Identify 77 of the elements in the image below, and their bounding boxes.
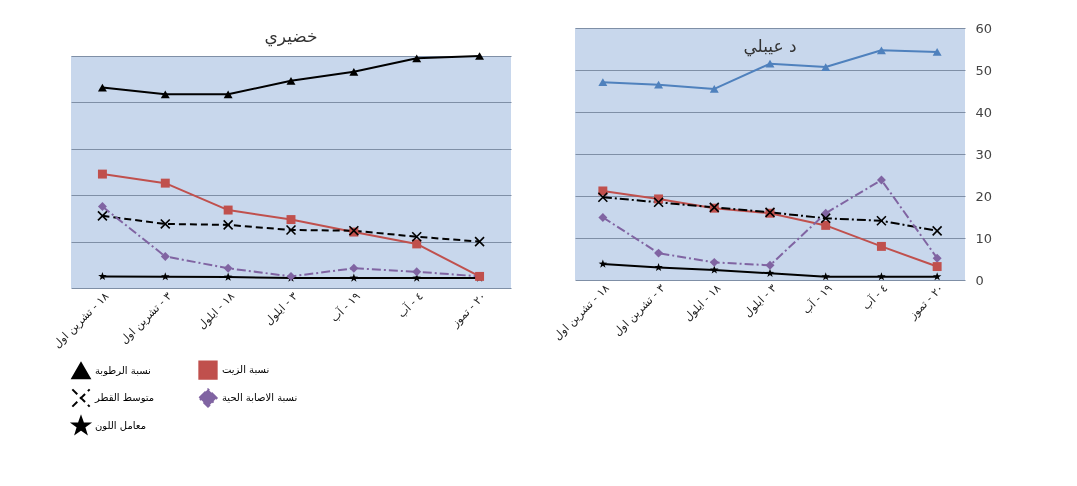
legend-label: نسبة الزيت [222,364,270,376]
point [876,175,886,185]
x-tick-label: ١٨ - تشرين اول [50,289,112,351]
x-tick-label: ٣ - تشرين اول [610,281,668,339]
point [349,67,359,76]
point [161,272,170,281]
y-tick-label: 10 [975,230,993,246]
point [598,212,608,222]
x-tick-label: ٢٠ - تموز [905,281,947,323]
point [160,218,171,230]
x-tick-label: ١٨ - تشرين اول [551,281,612,343]
point [286,215,296,225]
point [654,80,664,89]
x-tick-label: ٤ - آب [394,289,426,321]
point [97,169,107,179]
point [876,241,886,251]
point [412,267,422,277]
point [932,272,942,281]
point [932,253,942,263]
point [598,78,608,87]
point [709,85,719,93]
x-tick-label: ٤ - آب [859,281,891,313]
x-tick-label: ١٨ - ايلول [195,289,238,332]
point [223,205,233,215]
point [475,52,485,60]
chart-title: خضيري [264,26,318,48]
point [820,212,831,224]
point [597,191,609,203]
point [286,76,296,85]
y-tick-label: 60 [975,20,993,36]
point [412,54,422,63]
point [765,260,775,270]
x-tick-label: ١٩ - آب [327,289,363,325]
point [223,90,233,99]
point [97,210,108,222]
point [821,63,831,71]
point [932,48,942,56]
x-tick-label: ٣ - ايلول [741,281,780,320]
point [474,236,485,247]
point [285,224,297,236]
text: د عيبلي [743,36,797,57]
point [821,220,831,230]
point [709,257,719,267]
point [98,271,107,281]
y-tick-label: 40 [975,104,993,120]
point [653,197,664,208]
point [654,248,664,258]
point [765,59,775,68]
point [222,219,234,231]
y-tick-label: 30 [975,146,993,162]
x-tick-label: ١٨ - ايلول [681,281,724,324]
point [931,225,943,237]
point [223,263,233,273]
point [411,231,422,242]
point [710,265,719,274]
legend-label: معامل اللون [95,420,146,431]
y-tick-label: 50 [975,62,993,78]
legend-label: نسبة الاصابة الحية [222,392,298,403]
x-tick-label: ٢٠ - تموز [448,289,489,331]
point [821,272,830,281]
point [876,46,886,55]
point [654,262,663,272]
point [349,263,359,273]
point [160,178,170,188]
point [876,215,887,227]
y-tick-label: 20 [975,188,993,204]
legend-label: متوسط القطر [94,392,155,403]
point [932,262,942,272]
point [97,202,107,212]
x-tick-label: ١٩ - آب [799,281,835,317]
y-tick-label: 0 [975,272,984,288]
point [160,90,170,99]
x-tick-label: ٣ - تشرين اول [117,289,175,347]
point [877,272,886,281]
point [160,251,170,261]
legend-label: نسبة الرطوبة [95,364,151,376]
x-tick-label: ٣ - ايلول [262,289,301,328]
